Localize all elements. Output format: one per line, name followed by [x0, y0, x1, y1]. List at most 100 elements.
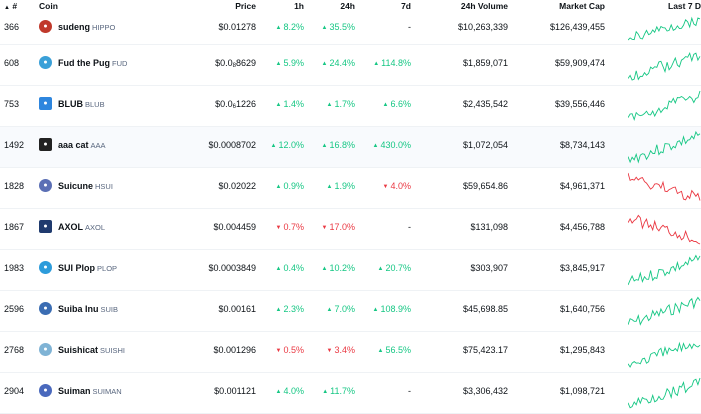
- h1-change-cell: ▲ 2.3%: [275, 304, 304, 314]
- coin-name: Fud the Pug: [58, 58, 110, 68]
- h1-change-cell: ▲ 0.9%: [275, 181, 304, 191]
- table-row[interactable]: 1983 ● SUI Plop PLOP $0.0003849 ▲ 0.4% ▲ 10…: [0, 250, 701, 291]
- h24-header[interactable]: 24h: [340, 1, 355, 11]
- rank-cell: 366: [4, 22, 20, 32]
- down-arrow-icon: ▼: [382, 184, 389, 190]
- sparkline-path: [628, 296, 701, 326]
- price-cell: $0.00161: [218, 304, 256, 314]
- h1-change-cell: ▲ 8.2%: [275, 22, 304, 32]
- sparkline-chart: [628, 51, 701, 81]
- sort-rank-header[interactable]: ▲ #: [4, 1, 18, 11]
- market-cap-cell: $59,909,474: [554, 58, 605, 68]
- sparkline-path: [628, 172, 701, 201]
- up-arrow-icon: ▲: [372, 307, 379, 313]
- table-row[interactable]: 1828 ● Suicune HSUI $0.02022 ▲ 0.9% ▲ 1.9% …: [0, 168, 701, 209]
- h1-change-cell: ▲ 5.9%: [275, 58, 304, 68]
- h24-change-cell: ▲ 35.5%: [321, 22, 355, 32]
- up-arrow-icon: ▲: [373, 61, 380, 67]
- market-cap-cell: $3,845,917: [559, 263, 605, 273]
- down-arrow-icon: ▼: [321, 225, 328, 231]
- rank-cell: 1828: [4, 181, 25, 191]
- coin-name: SUI Plop: [58, 263, 96, 273]
- h1-change-cell: ▲ 1.4%: [275, 99, 304, 109]
- sparkline-chart: [628, 16, 701, 41]
- volume-cell: $3,306,432: [462, 386, 508, 396]
- h1-change-cell: ▲ 12.0%: [270, 140, 304, 150]
- h24-change-cell: ▲ 1.9%: [326, 181, 355, 191]
- coin-symbol: FUD: [112, 59, 128, 68]
- coin-symbol: HIPPO: [92, 23, 116, 32]
- table-row[interactable]: 1867 ● AXOL AXOL $0.004459 ▼ 0.7% ▼ 17.0% -…: [0, 209, 701, 250]
- coin-name-link[interactable]: Suishicat SUISHI: [58, 345, 125, 355]
- h24-change-cell: ▲ 24.4%: [321, 58, 355, 68]
- table-row[interactable]: 1492 ● aaa cat AAA $0.0008702 ▲ 12.0% ▲ 16.…: [0, 127, 701, 168]
- up-arrow-icon: ▲: [270, 143, 277, 149]
- up-arrow-icon: ▲: [326, 102, 333, 108]
- up-arrow-icon: ▲: [321, 266, 328, 272]
- up-arrow-icon: ▲: [372, 143, 379, 149]
- up-arrow-icon: ▲: [275, 25, 282, 31]
- coin-name-link[interactable]: Suiba Inu SUIB: [58, 304, 118, 314]
- rank-cell: 1492: [4, 140, 25, 150]
- market-cap-cell: $1,640,756: [559, 304, 605, 314]
- volume-header[interactable]: 24h Volume: [460, 1, 508, 11]
- price-cell: $0.02022: [218, 181, 256, 191]
- table-row[interactable]: 753 ● BLUB BLUB $0.061226 ▲ 1.4% ▲ 1.7% ▲ 6.…: [0, 86, 701, 127]
- volume-cell: $45,698.85: [462, 304, 508, 314]
- d7-change-cell: ▲ 6.6%: [382, 99, 411, 109]
- axolotl-icon: ●: [39, 220, 52, 233]
- h1-header[interactable]: 1h: [294, 1, 304, 11]
- price-header[interactable]: Price: [235, 1, 256, 11]
- hippo-icon: ●: [39, 20, 52, 33]
- coin-name-link[interactable]: aaa cat AAA: [58, 140, 106, 150]
- h24-change-cell: ▲ 10.2%: [321, 263, 355, 273]
- sushi-cat-icon: ●: [39, 343, 52, 356]
- coin-symbol: BLUB: [85, 100, 105, 109]
- sparkline-chart: [628, 377, 701, 409]
- coin-name: AXOL: [58, 222, 84, 232]
- volume-cell: $10,263,339: [457, 22, 508, 32]
- coin-name: aaa cat: [58, 140, 89, 150]
- d7-change-cell: ▲ 56.5%: [377, 345, 411, 355]
- d7-header[interactable]: 7d: [401, 1, 411, 11]
- sparkline-chart: [628, 130, 701, 164]
- coin-symbol: AXOL: [85, 223, 106, 232]
- rank-cell: 2596: [4, 304, 25, 314]
- coin-symbol: PLOP: [97, 264, 118, 273]
- mcap-header[interactable]: Market Cap: [559, 1, 605, 11]
- h1-change-cell: ▲ 4.0%: [275, 386, 304, 396]
- rank-cell: 1983: [4, 263, 25, 273]
- d7-change-cell: ▲ 114.8%: [373, 58, 411, 68]
- table-row[interactable]: 366 ● sudeng HIPPO $0.01278 ▲ 8.2% ▲ 35.5% …: [0, 14, 701, 45]
- table-row[interactable]: 2768 ● Suishicat SUISHI $0.001296 ▼ 0.5% ▼…: [0, 332, 701, 373]
- rank-cell: 2768: [4, 345, 25, 355]
- table-row[interactable]: 2596 ● Suiba Inu SUIB $0.00161 ▲ 2.3% ▲ 7.0…: [0, 291, 701, 332]
- volume-cell: $75,423.17: [462, 345, 508, 355]
- h24-change-cell: ▲ 1.7%: [326, 99, 355, 109]
- coin-header[interactable]: Coin: [39, 1, 58, 11]
- table-row[interactable]: 2904 ● Suiman SUIMAN $0.001121 ▲ 4.0% ▲ 11.…: [0, 373, 701, 414]
- table-row[interactable]: 608 ● Fud the Pug FUD $0.088629 ▲ 5.9% ▲ 24…: [0, 45, 701, 86]
- coin-name-link[interactable]: AXOL AXOL: [58, 222, 105, 232]
- sparkline-path: [628, 90, 701, 121]
- table-header: ▲ # Coin Price 1h 24h 7d 24h Volume Mark…: [0, 0, 701, 14]
- coin-name-link[interactable]: sudeng HIPPO: [58, 22, 115, 32]
- coin-name-link[interactable]: Fud the Pug FUD: [58, 58, 127, 68]
- coin-name-link[interactable]: BLUB BLUB: [58, 99, 105, 109]
- up-arrow-icon: ▲: [377, 348, 384, 354]
- up-arrow-icon: ▲: [321, 143, 328, 149]
- d7-change-cell: ▲ 20.7%: [377, 263, 411, 273]
- market-cap-cell: $4,456,788: [559, 222, 605, 232]
- sparkline-path: [628, 51, 701, 81]
- up-arrow-icon: ▲: [377, 266, 384, 272]
- coin-name-link[interactable]: Suiman SUIMAN: [58, 386, 122, 396]
- coin-name-link[interactable]: Suicune HSUI: [58, 181, 113, 191]
- down-arrow-icon: ▼: [275, 348, 282, 354]
- coin-symbol: SUIB: [100, 305, 119, 314]
- volume-cell: $59,654.86: [462, 181, 508, 191]
- d7-change-cell: -: [408, 222, 411, 232]
- sparkline-chart: [628, 254, 701, 286]
- coin-name-link[interactable]: SUI Plop PLOP: [58, 263, 117, 273]
- volume-cell: $303,907: [470, 263, 508, 273]
- down-arrow-icon: ▼: [326, 348, 333, 354]
